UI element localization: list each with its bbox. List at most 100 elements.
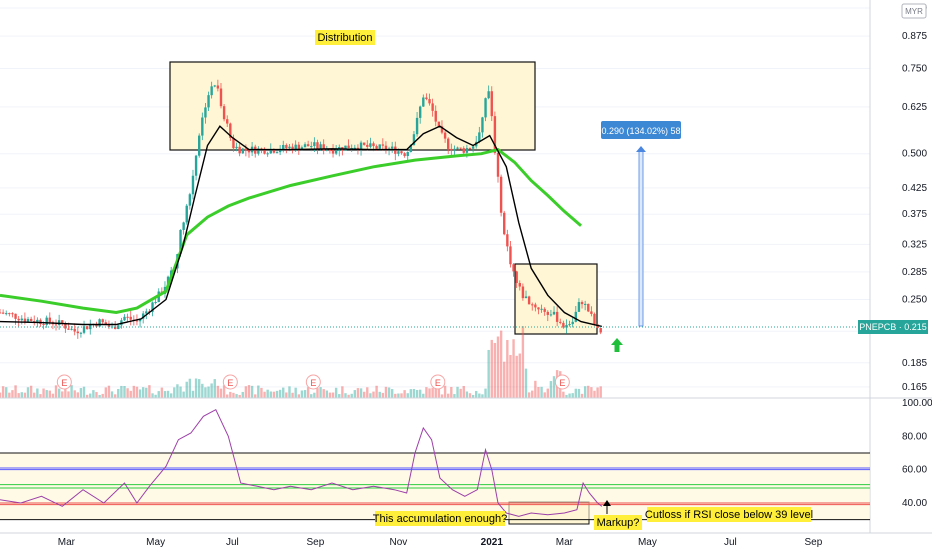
volume-bar xyxy=(571,393,574,398)
volume-bar xyxy=(440,394,444,398)
candle-body xyxy=(269,149,272,154)
rsi-line xyxy=(0,409,603,517)
candle-body xyxy=(42,324,45,326)
volume-bar xyxy=(387,387,391,398)
volume-bar xyxy=(229,391,232,398)
candle-body xyxy=(524,296,528,299)
candle-body xyxy=(313,142,316,147)
candle-body xyxy=(344,145,347,151)
volume-bar xyxy=(154,394,157,398)
candle-body xyxy=(574,311,578,322)
volume-bar xyxy=(369,393,372,398)
volume-bar xyxy=(145,387,148,398)
volume-bar xyxy=(73,390,76,398)
time-tick-label: Jul xyxy=(226,537,239,548)
volume-bar xyxy=(57,388,61,398)
ma-fast-line xyxy=(0,125,602,328)
candle-body xyxy=(67,328,70,330)
volume-bar xyxy=(484,388,487,398)
candle-body xyxy=(369,143,372,147)
candle-body xyxy=(310,146,313,148)
candle-body xyxy=(409,145,413,152)
volume-bar xyxy=(590,387,593,398)
volume-bar xyxy=(546,388,549,398)
volume-bar xyxy=(42,388,45,398)
price-tick-label: 0.165 xyxy=(902,382,927,393)
volume-bar xyxy=(213,379,216,398)
candle-body xyxy=(141,313,145,319)
volume-bar xyxy=(107,385,111,398)
volume-bar xyxy=(201,383,204,398)
candle-body xyxy=(325,149,329,151)
price-axis: 1.0000.8750.7500.6250.5000.4250.3750.325… xyxy=(902,3,927,393)
candle-body xyxy=(210,86,213,96)
candle-body xyxy=(521,286,525,299)
price-tick-label: 0.625 xyxy=(902,102,927,113)
event-marker-label: E xyxy=(227,378,233,388)
candle-body xyxy=(459,147,462,149)
volume-bar xyxy=(89,393,92,398)
volume-bar xyxy=(384,386,388,398)
candle-body xyxy=(568,324,571,326)
event-marker-circle xyxy=(222,374,238,390)
volume-bar xyxy=(353,390,357,398)
time-tick-label: 2021 xyxy=(481,537,504,548)
volume-bar xyxy=(356,388,360,398)
candle-body xyxy=(422,97,425,107)
volume-bar xyxy=(549,381,553,398)
candle-body xyxy=(278,150,282,153)
candle-body xyxy=(303,144,307,148)
volume-bar xyxy=(132,385,136,398)
candle-body xyxy=(384,145,388,151)
distribution-label-box xyxy=(315,30,375,45)
candle-body xyxy=(238,146,241,154)
candle-body xyxy=(76,331,80,334)
volume-bar xyxy=(434,387,437,398)
volume-bar xyxy=(540,386,543,398)
candle-body xyxy=(1,312,5,314)
volume-bar xyxy=(509,354,512,398)
candle-body xyxy=(257,148,260,154)
candle-body xyxy=(45,317,48,326)
candle-body xyxy=(73,328,76,332)
markup-arrow-head xyxy=(603,500,611,506)
candle-body xyxy=(57,320,61,325)
candle-body xyxy=(390,146,394,149)
volume-bar xyxy=(179,386,182,398)
candle-body xyxy=(226,119,229,124)
volume-bar xyxy=(17,393,20,398)
event-marker-label: E xyxy=(310,378,316,388)
volume-bar xyxy=(456,386,459,398)
candle-body xyxy=(185,205,188,223)
candle-body xyxy=(434,110,437,122)
candle-body xyxy=(450,148,453,151)
volume-bar xyxy=(241,391,244,398)
volume-bar xyxy=(288,386,291,398)
volume-bar xyxy=(39,394,42,398)
volume-bar xyxy=(394,393,397,398)
volume-bar xyxy=(515,355,518,398)
candle-body xyxy=(98,319,101,327)
candle-body xyxy=(244,148,248,151)
volume-bar xyxy=(135,386,139,398)
accumulation-question-box xyxy=(375,511,505,526)
volume-bar xyxy=(596,387,599,398)
candle-body xyxy=(543,308,546,312)
candle-body xyxy=(531,304,534,306)
candle-body xyxy=(300,147,304,151)
candle-body xyxy=(471,146,475,149)
candle-body xyxy=(456,147,459,149)
candle-body xyxy=(14,313,17,319)
candle-body xyxy=(375,146,378,149)
candle-body xyxy=(596,324,599,329)
price-tick-label: 0.875 xyxy=(902,31,927,42)
candle-body xyxy=(247,150,251,153)
volume-bar xyxy=(235,394,238,398)
candle-body xyxy=(29,318,33,322)
volume-bar xyxy=(33,392,36,398)
event-marker-circle xyxy=(56,374,72,390)
volume-bar xyxy=(54,385,58,398)
candle-body xyxy=(453,148,456,151)
volume-bar xyxy=(14,385,17,398)
volume-bar xyxy=(397,393,400,398)
